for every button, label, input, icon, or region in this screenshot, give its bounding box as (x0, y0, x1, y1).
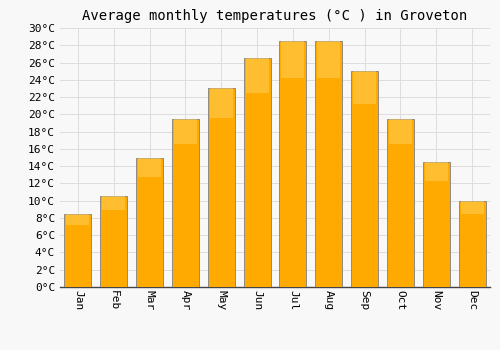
Bar (282, 41, 304, 78)
Bar (100, 196, 127, 287)
Bar (389, 119, 412, 144)
Bar (425, 162, 448, 181)
Bar (458, 201, 485, 287)
Bar (351, 71, 378, 287)
Bar (208, 89, 234, 287)
Bar (174, 119, 197, 144)
Bar (423, 162, 450, 287)
Bar (172, 119, 199, 287)
Bar (246, 58, 268, 92)
Bar (280, 41, 306, 287)
Bar (316, 41, 342, 287)
Bar (353, 71, 376, 104)
Bar (66, 214, 90, 225)
Bar (244, 58, 270, 287)
Bar (210, 89, 233, 118)
Bar (387, 119, 414, 287)
Bar (102, 196, 125, 210)
Bar (64, 214, 92, 287)
Bar (138, 158, 161, 177)
Title: Average monthly temperatures (°C ) in Groveton: Average monthly temperatures (°C ) in Gr… (82, 9, 468, 23)
Bar (136, 158, 163, 287)
Bar (460, 201, 483, 214)
Bar (318, 41, 340, 78)
